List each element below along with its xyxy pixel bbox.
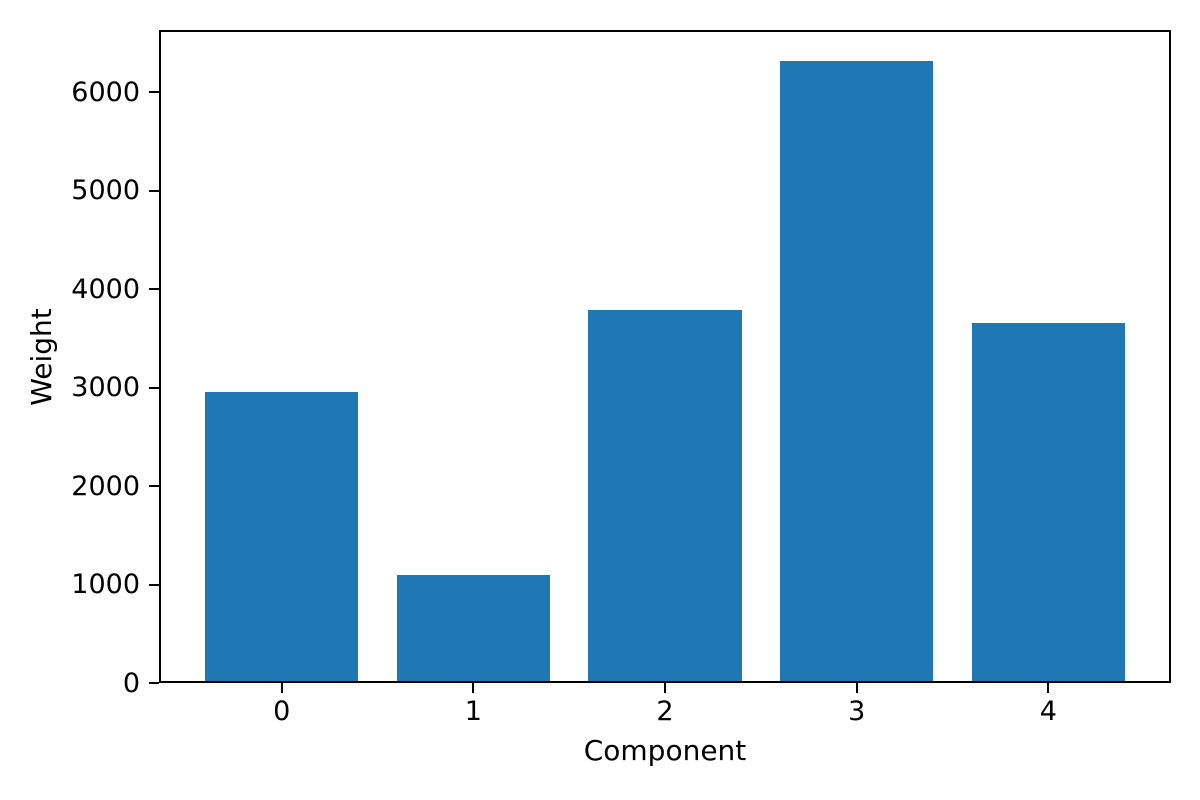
y-tick-mark [149,189,159,192]
bar-component-4 [971,323,1125,683]
x-axis-label: Component [583,734,747,767]
bar-component-1 [396,574,550,683]
y-tick-mark [149,91,159,94]
bar-component-3 [780,61,934,683]
y-tick-label: 2000 [71,470,140,502]
y-tick-mark [149,386,159,389]
x-tick-mark [472,683,475,693]
y-tick-mark [149,583,159,586]
y-tick-mark [149,485,159,488]
x-tick-mark [1047,683,1050,693]
y-tick-label: 3000 [71,372,140,404]
x-tick-mark [855,683,858,693]
x-tick-label: 0 [273,696,291,727]
bar-component-0 [205,392,359,683]
bar-component-2 [588,309,742,683]
y-tick-label: 6000 [71,76,140,108]
y-tick-label: 0 [122,667,140,699]
x-tick-mark [280,683,283,693]
y-tick-label: 1000 [71,569,140,600]
x-tick-label: 2 [656,696,674,727]
y-tick-label: 4000 [71,273,140,305]
y-tick-label: 5000 [71,175,140,207]
x-tick-label: 1 [464,696,482,727]
y-tick-mark [149,682,159,684]
x-tick-mark [664,683,666,693]
x-tick-label: 3 [848,696,866,727]
y-tick-mark [149,288,159,291]
x-tick-label: 4 [1039,696,1057,727]
y-axis-label: Weight [25,308,58,406]
